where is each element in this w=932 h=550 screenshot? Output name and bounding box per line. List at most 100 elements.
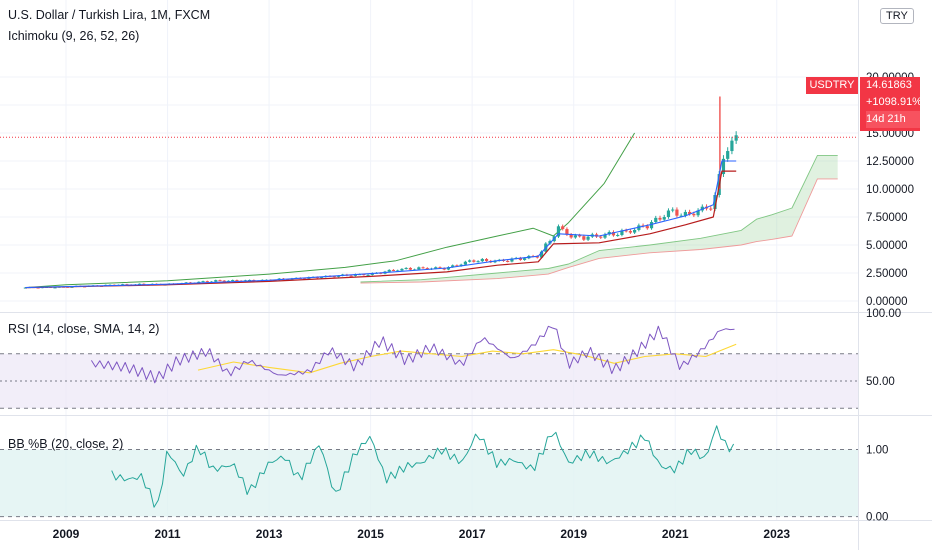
candle-body (726, 151, 730, 159)
candle-body (421, 267, 425, 269)
candle-body (70, 286, 74, 288)
ichimoku-cloud (360, 155, 838, 284)
candle-body (556, 226, 561, 237)
conversion-line (25, 160, 737, 289)
candle-body (658, 217, 662, 220)
candle-body (713, 194, 717, 210)
candle-body (387, 269, 391, 272)
candle-body (472, 260, 476, 262)
rsi-legend[interactable]: RSI (14, close, SMA, 14, 2) (8, 322, 160, 336)
candle-body (649, 222, 654, 229)
last-price-box: 14.61863 +1098.91% 14d 21h (860, 77, 922, 131)
candle-body (231, 280, 235, 282)
candle-body (336, 275, 341, 277)
rsi-axis-tick: 100.00 (866, 308, 901, 320)
rsi-axis-tick: 50.00 (866, 376, 895, 388)
candle-body (662, 217, 666, 220)
candle-body (226, 280, 231, 282)
candle-body (451, 265, 455, 268)
lagging-span-line (25, 132, 636, 289)
candle-body (366, 274, 370, 276)
candle-body (349, 275, 353, 277)
candle-body (518, 257, 522, 260)
candle-body (510, 258, 514, 262)
candle-body (248, 279, 252, 281)
currency-badge[interactable]: TRY (880, 8, 914, 24)
candle-body (561, 226, 565, 230)
time-axis-tick: 2013 (256, 527, 283, 541)
candle-body (616, 234, 620, 236)
candle-body (319, 277, 324, 279)
price-axis-tick: 12.50000 (866, 156, 914, 168)
candle-body (463, 261, 467, 265)
bb-axis-tick: 1.00 (866, 445, 888, 457)
candle-body (446, 267, 451, 270)
leading-span-a (360, 154, 838, 283)
time-axis-tick: 2011 (155, 527, 181, 541)
price-axis-tick: 0.00000 (866, 296, 908, 308)
candle-body (218, 280, 222, 282)
candle-body (675, 209, 679, 216)
candle-body (138, 283, 142, 285)
candle-body (654, 217, 658, 223)
symbol-title: U.S. Dollar / Turkish Lira, 1M, FXCM (8, 8, 211, 22)
candle-body (569, 234, 573, 238)
candle-body (603, 234, 607, 238)
last-price-change: +1098.91% (866, 96, 922, 108)
rsi-line (90, 325, 735, 384)
candle-body (709, 208, 713, 210)
bar-countdown: 14d 21h (866, 111, 920, 128)
bb-legend[interactable]: BB %B (20, close, 2) (8, 437, 124, 451)
rsi-band (0, 353, 858, 409)
candle-body (201, 281, 205, 283)
candle-body (214, 280, 218, 282)
candle-body (197, 281, 201, 283)
candle-body (459, 264, 463, 267)
candle-body (586, 236, 590, 240)
price-axis-tick: 2.50000 (866, 268, 908, 280)
candle-body (438, 267, 442, 269)
price-axis-tick: 5.00000 (866, 240, 908, 252)
candle-body (671, 209, 675, 211)
candle-body (620, 230, 624, 235)
candle-body (679, 215, 683, 217)
candle-body (484, 259, 489, 261)
candle-body (442, 268, 446, 270)
candle-body (730, 140, 734, 152)
ichimoku-legend[interactable]: Ichimoku (9, 26, 52, 26) (8, 29, 140, 43)
candle-body (121, 284, 125, 286)
candle-body (539, 251, 544, 258)
candle-body (468, 260, 472, 262)
last-price-value: 14.61863 (866, 79, 912, 91)
candle-body (721, 158, 726, 175)
candle-body (628, 231, 632, 233)
candle-body (23, 287, 27, 289)
candle-body (286, 279, 290, 281)
candle-body (573, 235, 577, 238)
candle-body (400, 268, 404, 271)
candle-body (332, 276, 336, 278)
candle-body (476, 261, 480, 263)
candle-body (645, 226, 649, 229)
last-price-ticker: USDTRY (806, 77, 858, 94)
candle-body (666, 210, 671, 218)
candle-body (362, 274, 366, 276)
price-axis-tick: 7.50000 (866, 212, 908, 224)
candle-body (506, 260, 510, 262)
candle-body (624, 230, 628, 232)
candle-body (633, 229, 637, 233)
candle-body (480, 259, 484, 262)
leading-span-b (360, 178, 838, 284)
time-axis-tick: 2017 (459, 527, 486, 541)
price-axis-tick: 15.00000 (866, 128, 914, 140)
candle-body (396, 270, 400, 272)
candle-body (523, 258, 527, 260)
candle-body (683, 211, 687, 216)
candle-body (235, 280, 239, 282)
candle-body (578, 235, 582, 237)
time-axis-tick: 2019 (560, 527, 587, 541)
candle-body (417, 267, 421, 270)
candle-body (404, 267, 408, 269)
bb-percent-line (111, 425, 735, 508)
